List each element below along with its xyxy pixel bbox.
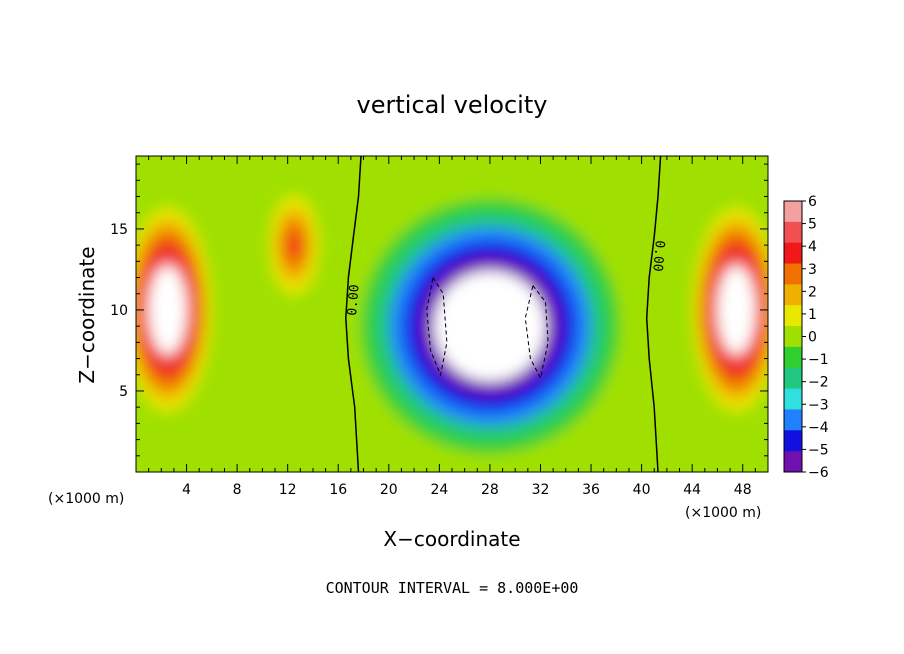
colorbar-label-10: −4 <box>808 420 829 436</box>
y-tick-label-5: 5 <box>119 384 128 400</box>
x-tick-label-48: 48 <box>734 482 752 498</box>
x-unit-left: (×1000 m) <box>48 491 124 507</box>
colorbar-swatch-6 <box>784 326 802 348</box>
y-axis-label: Z−coordinate <box>75 246 99 383</box>
x-tick-label-12: 12 <box>279 482 297 498</box>
x-tick-label-20: 20 <box>380 482 398 498</box>
x-axis-label: X−coordinate <box>383 527 520 551</box>
contour-zero-line-right <box>645 156 662 472</box>
colorbar-swatch-11 <box>784 430 802 452</box>
contour-label-right: 0.00 <box>649 240 667 273</box>
contour-interval-note: CONTOUR INTERVAL = 8.000E+00 <box>326 579 579 597</box>
field-band-updraft-2-8 <box>727 288 746 332</box>
colorbar-label-7: −1 <box>808 352 829 368</box>
colorbar-label-2: 4 <box>808 239 817 255</box>
y-axis: 5 10 15 <box>110 163 768 457</box>
colorbar-label-8: −2 <box>808 375 829 391</box>
colorbar-label-0: 6 <box>808 194 817 210</box>
colorbar-swatch-0 <box>784 201 802 223</box>
x-tick-label-40: 40 <box>633 482 651 498</box>
velocity-field <box>136 156 768 472</box>
colorbar-label-3: 3 <box>808 262 817 278</box>
colorbar-label-12: −6 <box>808 465 829 481</box>
x-tick-label-28: 28 <box>481 482 499 498</box>
colorbar-swatch-9 <box>784 388 802 410</box>
colorbar-label-6: 0 <box>808 330 817 346</box>
x-tick-label-8: 8 <box>233 482 242 498</box>
colorbar-swatch-7 <box>784 346 802 369</box>
field-band-updraft-0-8 <box>158 288 177 332</box>
x-axis: 4 8 12 16 20 24 28 32 36 40 44 48 <box>148 156 756 498</box>
colorbar-swatch-4 <box>784 284 802 306</box>
colorbar-swatch-10 <box>784 409 802 431</box>
x-tick-label-32: 32 <box>532 482 550 498</box>
chart-title: vertical velocity <box>357 91 548 119</box>
colorbar-swatch-1 <box>784 221 802 244</box>
colorbar-swatch-3 <box>784 263 802 285</box>
x-unit-right: (×1000 m) <box>685 505 761 521</box>
colorbar-label-4: 2 <box>808 284 817 300</box>
colorbar-swatch-2 <box>784 242 802 265</box>
contour-lines <box>345 156 662 472</box>
colorbar-label-5: 1 <box>808 307 817 323</box>
colorbar-label-11: −5 <box>808 442 829 458</box>
colorbar-swatch-5 <box>784 305 802 327</box>
colorbar-label-1: 5 <box>808 217 817 233</box>
colorbar-label-9: −3 <box>808 397 829 413</box>
y-tick-label-15: 15 <box>110 222 128 238</box>
x-tick-label-16: 16 <box>329 482 347 498</box>
x-tick-label-36: 36 <box>582 482 600 498</box>
x-tick-label-24: 24 <box>430 482 448 498</box>
x-tick-label-44: 44 <box>683 482 701 498</box>
y-tick-label-10: 10 <box>110 303 128 319</box>
contour-label-left: 0.00 <box>345 284 363 317</box>
contour-zero-line-left <box>345 156 362 472</box>
x-tick-label-4: 4 <box>182 482 191 498</box>
contour-negative-dashed-left <box>426 277 448 377</box>
colorbar: 6 5 4 3 2 1 0 −1 −2 −3 −4 −5 −6 <box>783 194 829 481</box>
colorbar-swatch-12 <box>784 451 802 473</box>
field-band-updraft-1-8 <box>288 233 300 257</box>
colorbar-swatch-8 <box>784 367 802 390</box>
field-band-downdraft-3-8 <box>462 299 517 353</box>
